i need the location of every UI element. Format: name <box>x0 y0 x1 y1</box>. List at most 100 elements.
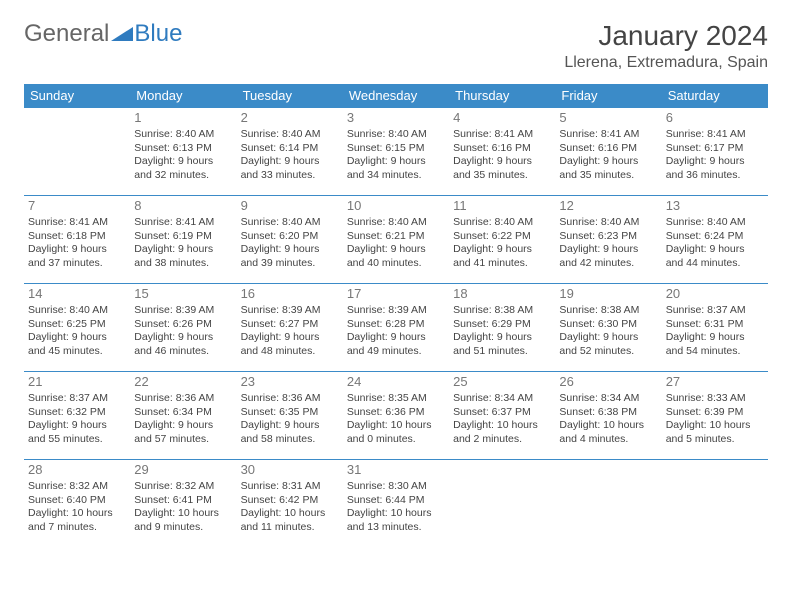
daylight-line: Daylight: 9 hours and 52 minutes. <box>559 331 657 358</box>
daylight-line: Daylight: 9 hours and 37 minutes. <box>28 243 126 270</box>
sunset-line: Sunset: 6:39 PM <box>666 406 764 420</box>
logo-text-1: General <box>24 20 109 48</box>
sunset-line: Sunset: 6:17 PM <box>666 142 764 156</box>
weekday-5: Friday <box>555 84 661 108</box>
day-cell: 23Sunrise: 8:36 AMSunset: 6:35 PMDayligh… <box>237 372 343 460</box>
day-cell: 6Sunrise: 8:41 AMSunset: 6:17 PMDaylight… <box>662 108 768 196</box>
sunset-line: Sunset: 6:16 PM <box>453 142 551 156</box>
day-cell: 13Sunrise: 8:40 AMSunset: 6:24 PMDayligh… <box>662 196 768 284</box>
daylight-line: Daylight: 9 hours and 32 minutes. <box>134 155 232 182</box>
sunset-line: Sunset: 6:15 PM <box>347 142 445 156</box>
daylight-line: Daylight: 9 hours and 51 minutes. <box>453 331 551 358</box>
day-cell: 19Sunrise: 8:38 AMSunset: 6:30 PMDayligh… <box>555 284 661 372</box>
day-number: 14 <box>28 286 126 303</box>
sunset-line: Sunset: 6:36 PM <box>347 406 445 420</box>
day-number: 17 <box>347 286 445 303</box>
daylight-line: Daylight: 10 hours and 5 minutes. <box>666 419 764 446</box>
daylight-line: Daylight: 9 hours and 54 minutes. <box>666 331 764 358</box>
title-block: January 2024 Llerena, Extremadura, Spain <box>564 20 768 72</box>
sunset-line: Sunset: 6:42 PM <box>241 494 339 508</box>
daylight-line: Daylight: 10 hours and 0 minutes. <box>347 419 445 446</box>
sunset-line: Sunset: 6:13 PM <box>134 142 232 156</box>
daylight-line: Daylight: 10 hours and 4 minutes. <box>559 419 657 446</box>
sunset-line: Sunset: 6:30 PM <box>559 318 657 332</box>
day-number: 19 <box>559 286 657 303</box>
sunrise-line: Sunrise: 8:40 AM <box>666 216 764 230</box>
calendar-table: SundayMondayTuesdayWednesdayThursdayFrid… <box>24 84 768 548</box>
sunset-line: Sunset: 6:38 PM <box>559 406 657 420</box>
sunrise-line: Sunrise: 8:38 AM <box>453 304 551 318</box>
daylight-line: Daylight: 10 hours and 7 minutes. <box>28 507 126 534</box>
daylight-line: Daylight: 9 hours and 46 minutes. <box>134 331 232 358</box>
day-cell: 15Sunrise: 8:39 AMSunset: 6:26 PMDayligh… <box>130 284 236 372</box>
day-cell: 12Sunrise: 8:40 AMSunset: 6:23 PMDayligh… <box>555 196 661 284</box>
sunrise-line: Sunrise: 8:32 AM <box>134 480 232 494</box>
day-cell: 20Sunrise: 8:37 AMSunset: 6:31 PMDayligh… <box>662 284 768 372</box>
day-cell: 17Sunrise: 8:39 AMSunset: 6:28 PMDayligh… <box>343 284 449 372</box>
day-number: 12 <box>559 198 657 215</box>
day-number: 23 <box>241 374 339 391</box>
weekday-1: Monday <box>130 84 236 108</box>
day-number: 25 <box>453 374 551 391</box>
day-number: 11 <box>453 198 551 215</box>
daylight-line: Daylight: 9 hours and 57 minutes. <box>134 419 232 446</box>
day-cell: 1Sunrise: 8:40 AMSunset: 6:13 PMDaylight… <box>130 108 236 196</box>
sunset-line: Sunset: 6:25 PM <box>28 318 126 332</box>
day-number: 20 <box>666 286 764 303</box>
day-cell: 28Sunrise: 8:32 AMSunset: 6:40 PMDayligh… <box>24 460 130 548</box>
day-number: 5 <box>559 110 657 127</box>
sunrise-line: Sunrise: 8:36 AM <box>134 392 232 406</box>
daylight-line: Daylight: 9 hours and 48 minutes. <box>241 331 339 358</box>
sunset-line: Sunset: 6:19 PM <box>134 230 232 244</box>
calendar-body: 1Sunrise: 8:40 AMSunset: 6:13 PMDaylight… <box>24 108 768 548</box>
day-number: 24 <box>347 374 445 391</box>
sunrise-line: Sunrise: 8:41 AM <box>134 216 232 230</box>
sunrise-line: Sunrise: 8:41 AM <box>559 128 657 142</box>
weekday-4: Thursday <box>449 84 555 108</box>
daylight-line: Daylight: 9 hours and 40 minutes. <box>347 243 445 270</box>
day-cell: 8Sunrise: 8:41 AMSunset: 6:19 PMDaylight… <box>130 196 236 284</box>
daylight-line: Daylight: 10 hours and 13 minutes. <box>347 507 445 534</box>
sunset-line: Sunset: 6:32 PM <box>28 406 126 420</box>
sunrise-line: Sunrise: 8:37 AM <box>28 392 126 406</box>
sunset-line: Sunset: 6:37 PM <box>453 406 551 420</box>
weekday-2: Tuesday <box>237 84 343 108</box>
day-cell: 26Sunrise: 8:34 AMSunset: 6:38 PMDayligh… <box>555 372 661 460</box>
sunrise-line: Sunrise: 8:36 AM <box>241 392 339 406</box>
day-number: 1 <box>134 110 232 127</box>
day-number: 26 <box>559 374 657 391</box>
day-number: 29 <box>134 462 232 479</box>
day-cell: 22Sunrise: 8:36 AMSunset: 6:34 PMDayligh… <box>130 372 236 460</box>
sunrise-line: Sunrise: 8:39 AM <box>134 304 232 318</box>
daylight-line: Daylight: 9 hours and 58 minutes. <box>241 419 339 446</box>
sunrise-line: Sunrise: 8:40 AM <box>559 216 657 230</box>
sunrise-line: Sunrise: 8:40 AM <box>28 304 126 318</box>
weekday-3: Wednesday <box>343 84 449 108</box>
day-cell <box>662 460 768 548</box>
sunrise-line: Sunrise: 8:35 AM <box>347 392 445 406</box>
day-number: 2 <box>241 110 339 127</box>
day-cell: 31Sunrise: 8:30 AMSunset: 6:44 PMDayligh… <box>343 460 449 548</box>
daylight-line: Daylight: 9 hours and 41 minutes. <box>453 243 551 270</box>
sunset-line: Sunset: 6:20 PM <box>241 230 339 244</box>
sunrise-line: Sunrise: 8:37 AM <box>666 304 764 318</box>
sunrise-line: Sunrise: 8:38 AM <box>559 304 657 318</box>
day-cell: 14Sunrise: 8:40 AMSunset: 6:25 PMDayligh… <box>24 284 130 372</box>
daylight-line: Daylight: 9 hours and 33 minutes. <box>241 155 339 182</box>
sunset-line: Sunset: 6:22 PM <box>453 230 551 244</box>
sunrise-line: Sunrise: 8:41 AM <box>28 216 126 230</box>
sunset-line: Sunset: 6:28 PM <box>347 318 445 332</box>
day-number: 3 <box>347 110 445 127</box>
day-number: 13 <box>666 198 764 215</box>
day-cell: 11Sunrise: 8:40 AMSunset: 6:22 PMDayligh… <box>449 196 555 284</box>
sunrise-line: Sunrise: 8:40 AM <box>453 216 551 230</box>
daylight-line: Daylight: 9 hours and 44 minutes. <box>666 243 764 270</box>
sunset-line: Sunset: 6:31 PM <box>666 318 764 332</box>
sunrise-line: Sunrise: 8:40 AM <box>347 216 445 230</box>
day-number: 10 <box>347 198 445 215</box>
daylight-line: Daylight: 9 hours and 45 minutes. <box>28 331 126 358</box>
daylight-line: Daylight: 10 hours and 11 minutes. <box>241 507 339 534</box>
daylight-line: Daylight: 10 hours and 2 minutes. <box>453 419 551 446</box>
week-row: 7Sunrise: 8:41 AMSunset: 6:18 PMDaylight… <box>24 196 768 284</box>
weekday-6: Saturday <box>662 84 768 108</box>
